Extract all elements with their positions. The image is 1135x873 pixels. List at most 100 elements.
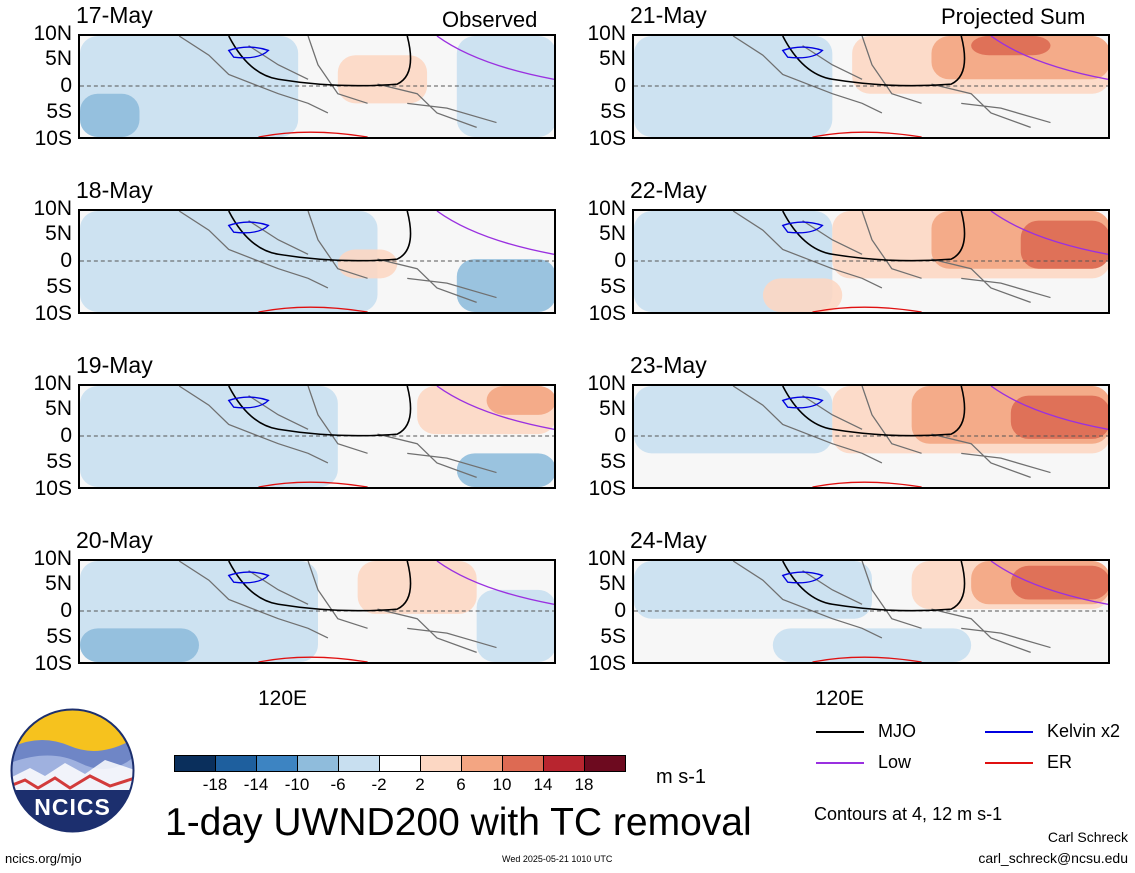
units-label: m s-1: [656, 766, 706, 788]
low-contour: [990, 561, 1108, 605]
coastline: [732, 386, 1051, 478]
wind-map: [634, 36, 1108, 137]
lat-label: 10N: [587, 197, 626, 220]
legend-label: Low: [878, 752, 912, 772]
lat-label: 10S: [34, 477, 72, 500]
colorbar-tick: 2: [415, 775, 425, 794]
mjo-contour: [782, 36, 966, 87]
colorbar-tick: -6: [330, 775, 346, 794]
timestamp: Wed 2025-05-21 1010 UTC: [502, 854, 613, 864]
lat-label: 0: [614, 599, 626, 622]
lat-label: 10S: [588, 302, 626, 325]
mjo-contour: [228, 211, 412, 262]
colorbar-bin: [584, 755, 626, 772]
coastline: [178, 386, 497, 478]
kelvin-contour: [227, 571, 270, 584]
lat-label: 5N: [45, 397, 72, 420]
kelvin-contour: [781, 396, 824, 409]
mjo-contour: [228, 386, 412, 437]
panel-date: 17-May: [76, 2, 153, 28]
lat-label: 5N: [45, 572, 72, 595]
legend-line: [985, 731, 1033, 733]
colorbar-tick: -18: [202, 775, 228, 794]
kelvin-contour: [781, 571, 824, 584]
wind-map: [80, 386, 554, 487]
lat-label: 10N: [587, 22, 626, 45]
colorbar-tick: 6: [456, 775, 466, 794]
lat-label: 5S: [600, 450, 626, 473]
panel-date: 24-May: [630, 527, 707, 553]
low-contour: [990, 36, 1108, 80]
lat-label: 0: [614, 249, 626, 272]
wind-map: [80, 36, 554, 137]
legend-line: [816, 762, 864, 764]
lat-label: 10N: [33, 547, 72, 570]
legend-label: MJO: [878, 721, 916, 741]
lat-label: 5N: [599, 397, 626, 420]
wind-map: [80, 561, 554, 662]
er-contour: [812, 481, 922, 487]
lat-label: 0: [614, 74, 626, 97]
colorbar-bin: [379, 755, 421, 772]
wind-map: [634, 386, 1108, 487]
legend-label: Kelvin x2: [1047, 721, 1121, 741]
coastline: [178, 211, 497, 303]
colorbar-bin: [174, 755, 216, 772]
ncics-logo: NCICS: [10, 708, 135, 833]
author-name: Carl Schreck: [1047, 829, 1128, 845]
colorbar-tick: 14: [533, 775, 553, 794]
colorbar-tick: -10: [284, 775, 310, 794]
low-contour: [990, 211, 1108, 255]
low-contour: [436, 561, 554, 605]
wind-map: [634, 211, 1108, 312]
obs-panel-18-May: [78, 209, 556, 314]
figure-title: 1-day UWND200 with TC removal: [165, 801, 752, 844]
proj-panel-24-May: [632, 559, 1110, 664]
lat-label: 5N: [599, 572, 626, 595]
wind-map: [80, 211, 554, 312]
er-contour: [258, 306, 368, 312]
lat-label: 10S: [588, 477, 626, 500]
mjo-contour: [782, 211, 966, 262]
proj-panel-22-May: [632, 209, 1110, 314]
colorbar-bin: [543, 755, 585, 772]
panel-date: 20-May: [76, 527, 153, 553]
coastline: [178, 36, 497, 128]
er-contour: [812, 131, 922, 137]
panel-date: 22-May: [630, 177, 707, 203]
legend-label: ER: [1047, 752, 1073, 772]
lat-label: 10S: [588, 652, 626, 675]
lat-label: 10N: [33, 372, 72, 395]
website-link[interactable]: ncics.org/mjo: [5, 851, 82, 866]
lat-label: 5S: [46, 450, 72, 473]
colorbar-bin: [461, 755, 503, 772]
lat-label: 5S: [600, 100, 626, 123]
logo-text: NCICS: [34, 794, 111, 820]
coastline: [732, 211, 1051, 303]
colorbar-tick: -14: [243, 775, 269, 794]
proj-panel-23-May: [632, 384, 1110, 489]
colorbar-tick: 10: [492, 775, 512, 794]
lat-label: 0: [60, 249, 72, 272]
lat-label: 5S: [600, 275, 626, 298]
lat-label: 5N: [599, 222, 626, 245]
colorbar-tick: -2: [371, 775, 387, 794]
low-contour: [990, 386, 1108, 430]
kelvin-contour: [781, 46, 824, 59]
lat-label: 0: [60, 74, 72, 97]
lat-label: 10S: [34, 652, 72, 675]
obs-panel-20-May: [78, 559, 556, 664]
legend-line: [816, 731, 864, 733]
author-email: carl_schreck@ncsu.edu: [978, 850, 1128, 866]
kelvin-contour: [227, 221, 270, 234]
mjo-contour: [228, 561, 412, 612]
obs-panel-19-May: [78, 384, 556, 489]
mjo-contour: [228, 36, 412, 87]
obs-panel-17-May: [78, 34, 556, 139]
lat-label: 10S: [34, 302, 72, 325]
low-contour: [436, 36, 554, 80]
lat-label: 10N: [33, 22, 72, 45]
kelvin-contour: [227, 396, 270, 409]
mjo-contour: [782, 561, 966, 612]
er-contour: [812, 656, 922, 662]
